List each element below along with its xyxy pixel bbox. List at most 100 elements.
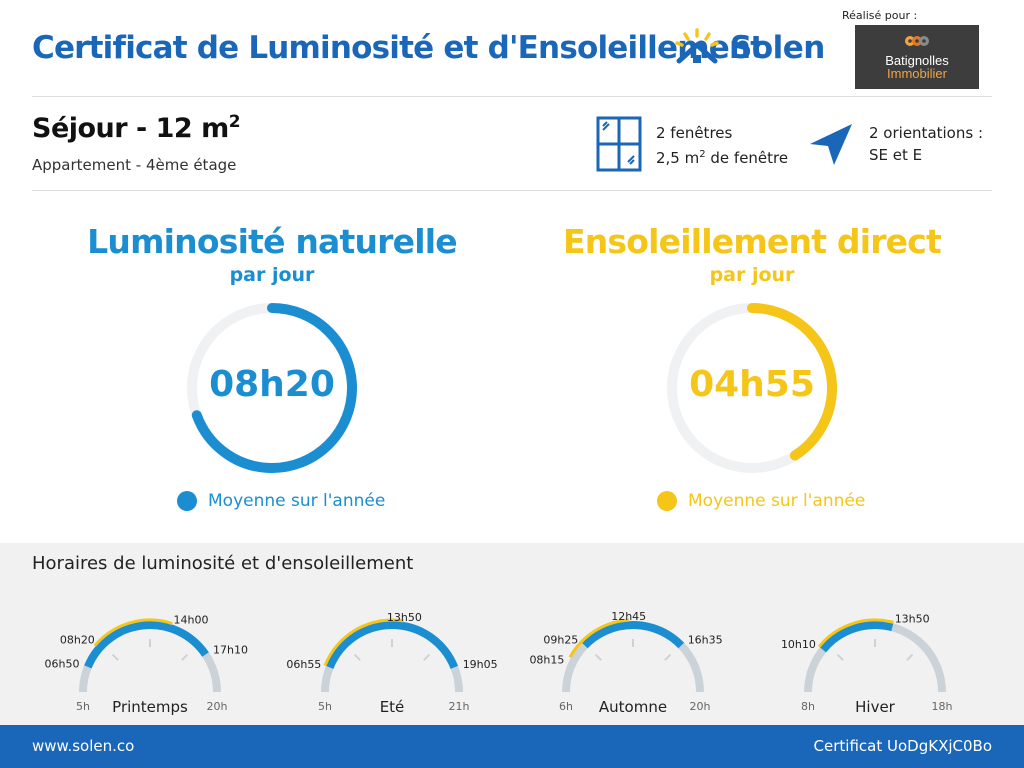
season-name: Hiver: [855, 698, 896, 716]
orientation-directions: SE et E: [869, 146, 923, 164]
windows-info: 2 fenêtres 2,5 m2 de fenêtre: [656, 122, 788, 169]
ring-progress: [187, 303, 357, 473]
ensoleillement-ring: [667, 303, 837, 473]
ensoleillement-value: 04h55: [689, 364, 815, 405]
partner-subtitle: Immobilier: [887, 65, 947, 81]
luminosite-ring: [187, 303, 357, 473]
ensoleillement-legend-text: Moyenne sur l'année: [688, 491, 866, 511]
light-start-label: 10h10: [781, 638, 816, 651]
light-arc: [325, 621, 459, 669]
light-end-label: 17h10: [213, 644, 248, 657]
windows-area-value: 2,5 m: [656, 149, 700, 167]
luminosite-legend-text: Moyenne sur l'année: [208, 491, 386, 511]
sun-start-label: 08h20: [60, 634, 95, 647]
legend-dot: [177, 491, 197, 511]
gauge-track: [804, 621, 946, 693]
sun-start-label: 08h15: [529, 653, 564, 666]
light-end-label: 19h05: [463, 658, 498, 671]
header: Certificat de Luminosité et d'Ensoleille…: [0, 0, 1024, 96]
gauge-tick: [111, 653, 119, 661]
light-arc: [84, 621, 209, 669]
footer: www.solen.co Certificat UoDgKXjC0Bo: [0, 725, 1024, 768]
gauge-min-label: 5h: [76, 700, 90, 713]
gauge-min-label: 8h: [801, 700, 815, 713]
gauge-tick: [594, 653, 602, 661]
light-start-label: 09h25: [543, 633, 578, 646]
schedule-panel: [0, 543, 1024, 725]
gauge-max-label: 20h: [207, 700, 228, 713]
ensoleillement-title: Ensoleillement direct: [562, 222, 942, 261]
room-title-sup: 2: [228, 112, 241, 132]
gauge-min-label: 6h: [559, 700, 573, 713]
windows-area: 2,5 m2 de fenêtre: [656, 144, 788, 169]
gauge-max-label: 21h: [449, 700, 470, 713]
sun-arc: [93, 618, 173, 647]
gauge-tick: [664, 653, 672, 661]
divider: [32, 96, 992, 97]
gauge-tick: [181, 653, 189, 661]
gauge-ete: 06h55 19h05 13h50 5h 21h Eté: [286, 590, 497, 720]
sun-end-label: 14h00: [174, 614, 209, 627]
luminosite-title: Luminosité naturelle: [87, 222, 457, 261]
room-title: Séjour - 12 m2: [32, 112, 241, 144]
gauge-svg: 06h55 19h05 13h50 5h 21h Eté: [286, 611, 497, 716]
light-start-label: 06h55: [286, 658, 321, 671]
sun-arc: [323, 618, 404, 667]
gauge-svg: 06h50 17h10 08h20 14h00 5h 20h Printemps: [45, 614, 248, 716]
light-end-label: 16h35: [688, 633, 723, 646]
room-subtitle: Appartement - 4ème étage: [32, 156, 237, 174]
brand-name: Solen: [730, 30, 825, 66]
gauge-printemps: 06h50 17h10 08h20 14h00 5h 20h Printemps: [45, 590, 248, 720]
gauge-tick: [423, 653, 431, 661]
partner-name: Batignolles: [885, 52, 949, 68]
schedule-title: Horaires de luminosité et d'ensoleilleme…: [32, 553, 414, 574]
gauge-track: [321, 621, 463, 693]
gauge-track: [79, 621, 221, 693]
website-link[interactable]: www.solen.co: [32, 737, 135, 755]
gauge-max-label: 20h: [690, 700, 711, 713]
light-arc: [581, 621, 685, 649]
season-name: Automne: [599, 698, 667, 716]
window-icon: [596, 116, 642, 172]
gauge-tick: [836, 653, 844, 661]
luminosite-value: 08h20: [209, 364, 335, 405]
sun-arc: [568, 618, 630, 658]
luminosite-legend: Moyenne sur l'année: [177, 491, 385, 511]
sun-house-icon: [675, 28, 719, 64]
light-arc: [819, 621, 894, 653]
room-title-text: Séjour - 12 m: [32, 113, 229, 144]
gauge-tick: [906, 653, 914, 661]
windows-area-suffix: de fenêtre: [705, 149, 789, 167]
season-name: Printemps: [112, 698, 188, 716]
gauge-track: [562, 621, 704, 693]
gauge-hiver: 10h10 13h50 8h 18h Hiver: [781, 590, 960, 720]
sun-end-label: 13h50: [387, 611, 422, 624]
windows-count: 2 fenêtres: [656, 124, 733, 142]
light-start-label: 06h50: [45, 658, 80, 671]
divider: [32, 190, 992, 191]
made-for-label: Réalisé pour :: [842, 9, 918, 22]
orientation-arrow-icon: [810, 124, 852, 165]
gauge-svg: 09h25 16h35 08h15 12h45 6h 20h Automne: [529, 610, 722, 716]
ring-progress: [667, 303, 837, 473]
legend-dot: [657, 491, 677, 511]
gauge-svg: 10h10 13h50 8h 18h Hiver: [781, 613, 953, 716]
ensoleillement-per-day: par jour: [709, 264, 795, 286]
gauge-max-label: 18h: [932, 700, 953, 713]
windows-area-sup: 2: [699, 149, 706, 160]
sun-arc: [817, 618, 895, 648]
luminosite-per-day: par jour: [229, 264, 315, 286]
gauge-min-label: 5h: [318, 700, 332, 713]
gauge-automne: 09h25 16h35 08h15 12h45 6h 20h Automne: [529, 590, 722, 720]
solen-logo[interactable]: Solen: [674, 28, 825, 68]
sun-end-label: 12h45: [611, 610, 646, 623]
season-name: Eté: [380, 698, 405, 716]
gauge-tick: [353, 653, 361, 661]
page-title: Certificat de Luminosité et d'Ensoleille…: [32, 30, 765, 66]
orientation-count: 2 orientations :: [869, 124, 984, 142]
certificate-id: Certificat UoDgKXjC0Bo: [813, 737, 992, 755]
orientation-info: 2 orientations : SE et E: [869, 122, 983, 166]
sun-end-label: 13h50: [895, 613, 930, 626]
ensoleillement-legend: Moyenne sur l'année: [657, 491, 865, 511]
partner-logo[interactable]: Batignolles Immobilier: [855, 25, 979, 89]
